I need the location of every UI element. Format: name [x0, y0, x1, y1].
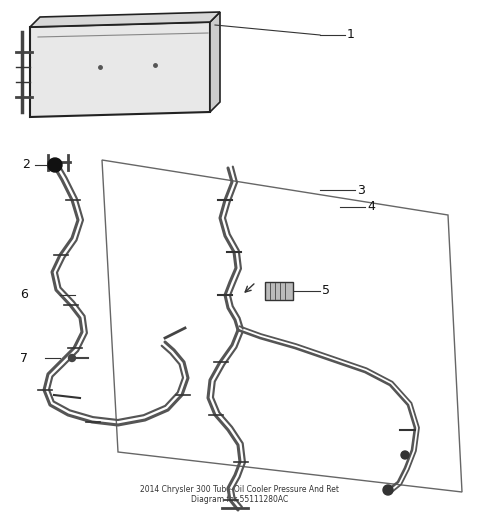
- Circle shape: [48, 158, 62, 172]
- Polygon shape: [30, 12, 220, 27]
- Polygon shape: [30, 22, 210, 117]
- Text: 1: 1: [347, 29, 355, 41]
- Circle shape: [383, 485, 393, 495]
- Text: 2: 2: [22, 159, 30, 172]
- Polygon shape: [210, 12, 220, 112]
- Text: 2014 Chrysler 300 Tube-Oil Cooler Pressure And Ret
Diagram for 55111280AC: 2014 Chrysler 300 Tube-Oil Cooler Pressu…: [141, 484, 339, 504]
- Circle shape: [401, 451, 409, 459]
- Circle shape: [69, 354, 75, 361]
- Bar: [265, 282, 293, 300]
- Text: 3: 3: [357, 183, 365, 197]
- Text: 7: 7: [20, 352, 28, 365]
- Text: 5: 5: [322, 285, 330, 297]
- Text: 4: 4: [367, 201, 375, 214]
- Text: 6: 6: [20, 288, 28, 302]
